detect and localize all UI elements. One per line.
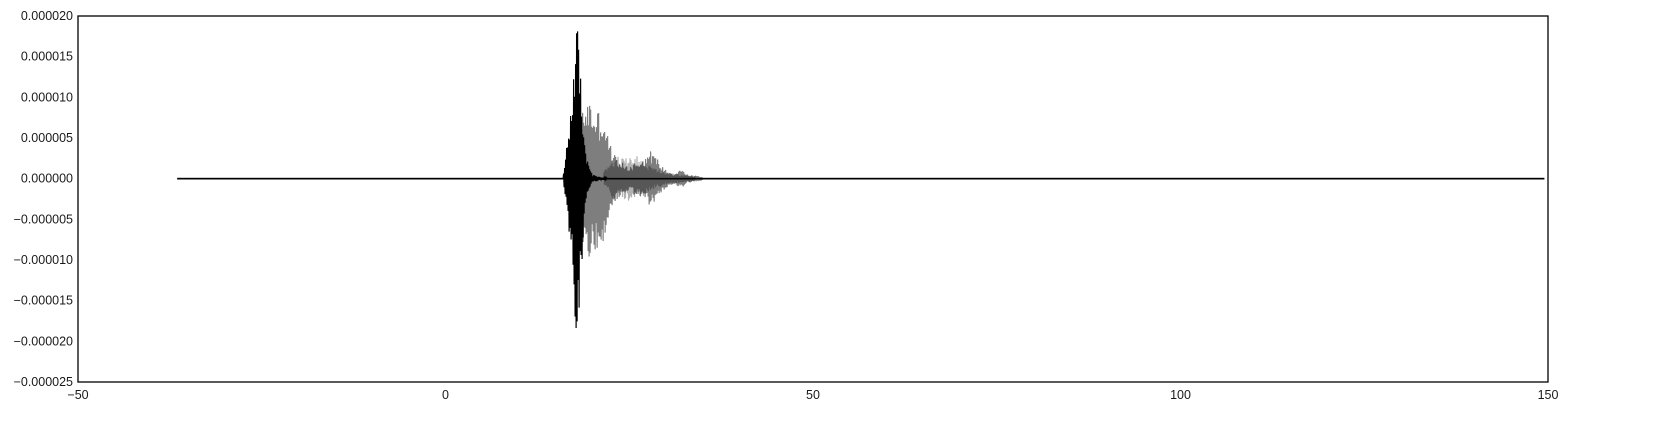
y-tick-label: −0.000015: [14, 294, 73, 308]
trace-series: [177, 31, 1545, 329]
trace-series: [177, 105, 1545, 257]
y-tick-label: −0.000005: [14, 212, 73, 226]
y-tick-label: 0.000010: [21, 90, 73, 104]
x-axis: −50 0 50 100 150: [67, 388, 1558, 402]
y-tick-label: −0.000010: [14, 253, 73, 267]
trace-series: [177, 156, 1545, 201]
y-axis: 0.000020 0.000015 0.000010 0.000005 0.000000…: [14, 9, 73, 389]
y-tick-label: 0.000000: [21, 172, 73, 186]
y-tick-label: 0.000020: [21, 9, 73, 23]
plot-frame: [77, 15, 1549, 383]
y-tick-label: 0.000015: [21, 50, 73, 64]
trace-waveform: [573, 105, 704, 257]
series-layer: [177, 31, 1545, 329]
x-tick-label: 50: [806, 388, 820, 402]
y-tick-label: −0.000025: [14, 375, 73, 389]
trace-waveform: [602, 156, 696, 201]
y-tick-label: 0.000005: [21, 131, 73, 145]
x-tick-label: 0: [442, 388, 449, 402]
x-tick-label: 150: [1538, 388, 1559, 402]
x-tick-label: 100: [1170, 388, 1191, 402]
x-tick-label: −50: [67, 388, 88, 402]
y-tick-label: −0.000020: [14, 334, 73, 348]
